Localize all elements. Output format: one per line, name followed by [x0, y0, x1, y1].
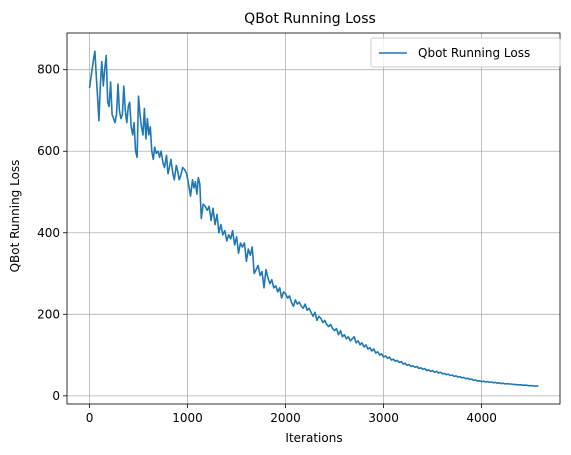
chart-title: QBot Running Loss [244, 11, 376, 27]
gridlines [67, 33, 560, 404]
legend-box [370, 37, 561, 68]
x-tick-label: 4000 [466, 411, 497, 425]
y-tick-label: 400 [37, 226, 60, 240]
y-tick-label: 0 [52, 389, 60, 403]
x-tick-label: 2000 [270, 411, 301, 425]
x-axis-label: Iterations [285, 431, 342, 445]
plot-area [67, 33, 560, 404]
legend-label: Qbot Running Loss [418, 46, 530, 60]
x-tick-label: 0 [86, 411, 94, 425]
y-tick-label: 600 [37, 144, 60, 158]
x-tick-label: 1000 [172, 411, 203, 425]
y-tick-label: 200 [37, 307, 60, 321]
y-axis-label: QBot Running Loss [8, 160, 22, 273]
axis-ticks: 0 1000 2000 3000 4000 0 200 400 600 800 [37, 63, 497, 425]
series-layer [88, 50, 539, 387]
y-tick-label: 800 [37, 63, 60, 77]
plot-frame [66, 32, 561, 405]
x-tick-label: 3000 [368, 411, 399, 425]
legend: Qbot Running Loss [370, 37, 561, 68]
series-line-qbot-running-loss [88, 50, 539, 387]
